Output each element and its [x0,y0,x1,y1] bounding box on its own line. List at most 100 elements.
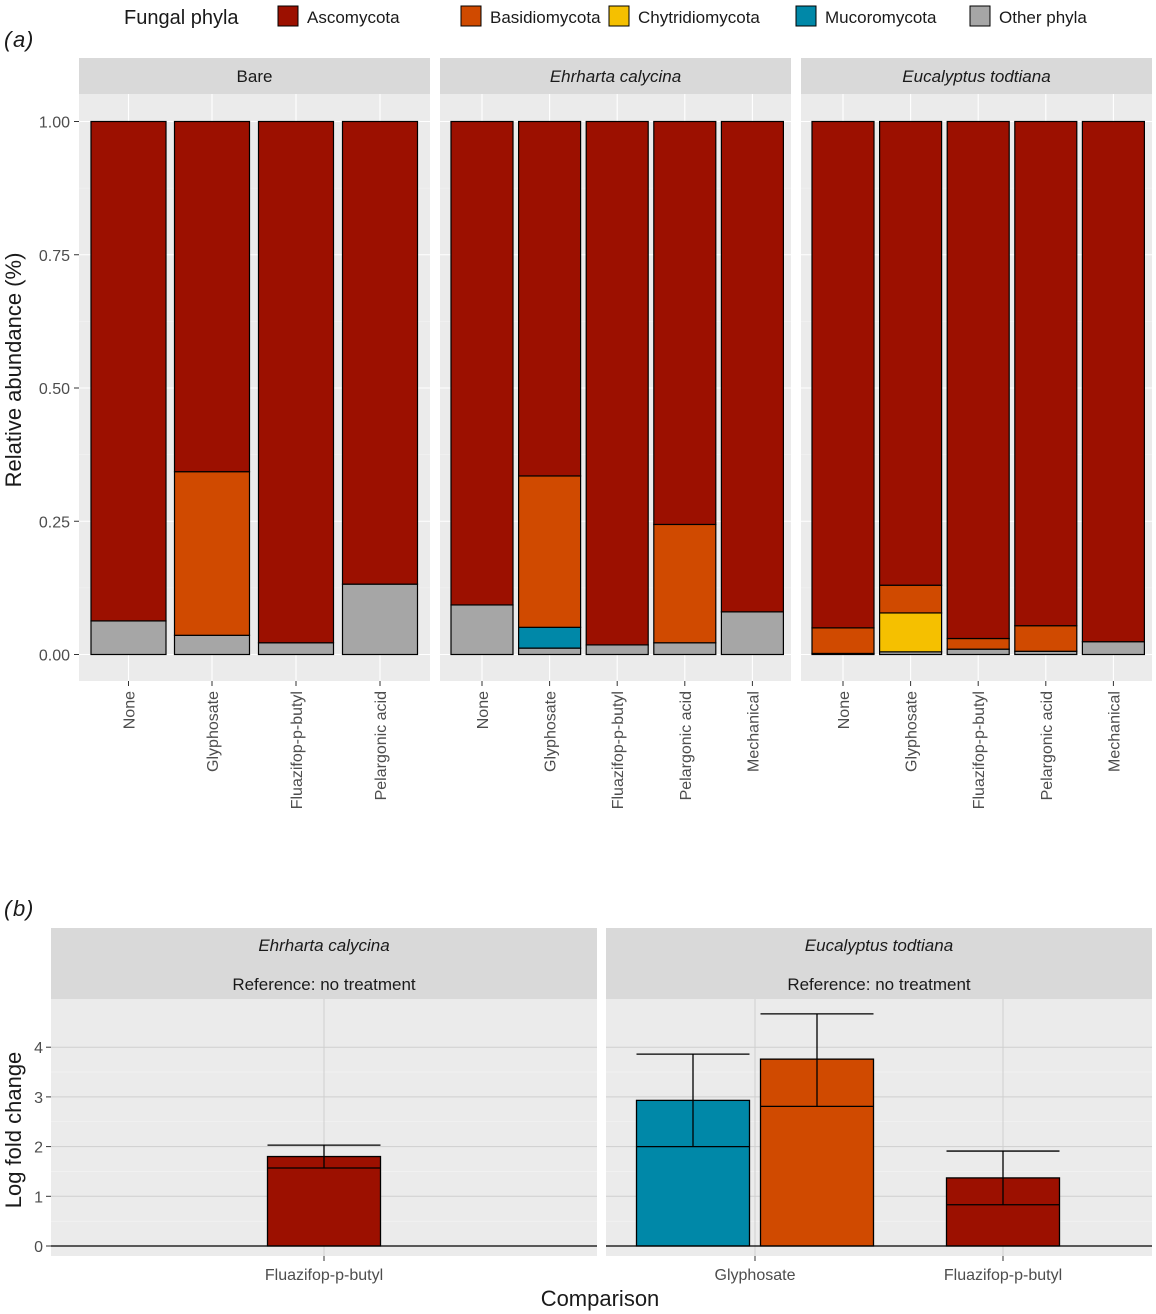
y-tick-label-a: 0.50 [39,381,70,398]
bar-segment-basidiomycota [946,637,1010,650]
bar-segment-other-phyla [517,647,582,656]
facet-strip-a [440,58,791,94]
panel-a-ylabel: Relative abundance (%) [1,253,26,488]
x-tick-label-a-pelargonic-acid: Pelargonic acid [373,691,390,800]
bar-segment-ascomycota [1014,120,1078,627]
panel-a-y-axis: 0.00 0.25 0.50 0.75 1.00 [39,115,79,665]
bar-segment-ascomycota [450,120,514,606]
bar-segment-basidiomycota [1014,625,1078,652]
bar-segment-other-phyla [257,642,335,656]
legend: Fungal phyla Ascomycota Basidiomycota Chyt… [124,5,1087,29]
lfc-bar-ascomycota [266,1155,382,1247]
facet-strip-b [51,928,597,999]
x-tick-label-a-fluazifop-p-butyl: Fluazifop-p-butyl [971,691,988,809]
legend-swatch-ascomycota [277,5,299,27]
panel-b-xlabel: Comparison [541,1286,660,1311]
bar-segment-other-phyla [585,644,649,656]
facet-strip-b [606,928,1152,999]
facet-title-b-ehrharta-calycina: Ehrharta calycina [258,936,389,955]
y-tick-label-b: 2 [34,1140,43,1157]
x-tick-label-a-fluazifop-p-butyl: Fluazifop-p-butyl [610,691,627,809]
x-tick-label-b-glyphosate: Glyphosate [715,1267,796,1284]
x-tick-label-a-none: None [475,691,492,729]
bar-segment-ascomycota [90,120,167,622]
panel-a-tag-open: ( [4,27,14,52]
bar-segment-ascomycota [517,120,582,477]
panel-a-facets: Bare None Glyphosate Fluazifop-p-butyl Pelar… [79,58,1152,809]
legend-swatch-mucoromycota [795,5,817,27]
bar-segment-ascomycota [585,120,649,646]
bar-segment-basidiomycota [173,471,251,636]
panel-b-tag: b [13,896,25,921]
bar-segment-ascomycota [341,120,419,585]
bar-segment-other-phyla [720,611,785,656]
x-tick-label-a-glyphosate: Glyphosate [543,691,560,772]
facet-strip-a [79,58,430,94]
bar-segment-other-phyla [1081,641,1146,656]
y-tick-label-b: 4 [34,1040,43,1057]
x-tick-label-a-none: None [836,691,853,729]
legend-swatch-chytridiomycota [608,5,630,27]
y-tick-label-b: 0 [34,1239,43,1256]
legend-label-chytridiomycota: Chytridiomycota [638,8,760,27]
bar-segment-other-phyla [946,648,1010,656]
y-tick-label-b: 1 [34,1189,43,1206]
x-tick-label-a-mechanical: Mechanical [1106,691,1123,772]
legend-swatch-other-phyla [969,5,991,27]
y-tick-label-a: 0.75 [39,248,70,265]
y-tick-label-a: 0.00 [39,648,70,665]
y-tick-label-a: 0.25 [39,514,70,531]
x-tick-label-a-pelargonic-acid: Pelargonic acid [1039,691,1056,800]
x-tick-label-a-pelargonic-acid: Pelargonic acid [678,691,695,800]
panel-b-ylabel: Log fold change [1,1052,26,1209]
legend-label-ascomycota: Ascomycota [307,8,400,27]
y-tick-label-a: 1.00 [39,115,70,132]
legend-label-mucoromycota: Mucoromycota [825,8,937,27]
facet-title-a-bare: Bare [237,67,273,86]
facet-strip-a [801,58,1152,94]
panel-b-tag-open: ( [4,896,14,921]
bar-segment-other-phyla [341,583,419,656]
bar-segment-other-phyla [653,642,717,656]
bar-segment-ascomycota [946,120,1010,640]
bar-segment-other-phyla [450,604,514,656]
bar-segment-ascomycota [811,120,875,629]
y-tick-label-b: 3 [34,1090,43,1107]
bar-segment-basidiomycota [878,584,943,614]
legend-title: Fungal phyla [124,7,239,29]
facet-reference-label-b: Reference: no treatment [787,975,971,994]
bar-segment-ascomycota [653,120,717,526]
bar-segment-ascomycota [1081,120,1146,643]
facet-a-ehrharta-calycina: Ehrharta calycina None Glyphosate Fluazifop… [440,58,791,809]
facet-reference-label-b: Reference: no treatment [232,975,416,994]
panel-a-tag-close: ) [23,27,33,52]
facet-b-eucalyptus-todtiana: Eucalyptus todtiana Reference: no treatme… [606,928,1152,1284]
bar-segment-mucoromycota [517,626,582,649]
legend-label-other-phyla: Other phyla [999,8,1087,27]
panel-b-y-axis: 0 1 2 3 4 [34,1040,51,1256]
x-tick-label-a-glyphosate: Glyphosate [205,691,222,772]
bar-segment-ascomycota [878,120,943,586]
panel-b: ( b ) Log fold change Comparison 0 1 2 3 4 E… [1,896,1152,1311]
bar-segment-other-phyla [173,634,251,656]
legend-label-basidiomycota: Basidiomycota [490,8,601,27]
bar-segment-chytridiomycota [878,612,943,653]
x-tick-label-a-mechanical: Mechanical [745,691,762,772]
facet-title-b-eucalyptus-todtiana: Eucalyptus todtiana [805,936,953,955]
x-tick-label-a-fluazifop-p-butyl: Fluazifop-p-butyl [289,691,306,809]
facet-a-bare: Bare None Glyphosate Fluazifop-p-butyl Pelar… [79,58,430,809]
x-tick-label-a-glyphosate: Glyphosate [904,691,921,772]
legend-swatch-basidiomycota [460,5,482,27]
bar-segment-ascomycota [173,120,251,473]
panel-b-tag-close: ) [23,896,33,921]
bar-segment-basidiomycota [517,475,582,628]
panel-a: ( a ) Relative abundance (%) 0.00 0.25 0.5… [1,27,1152,809]
x-tick-label-b-fluazifop-p-butyl: Fluazifop-p-butyl [265,1267,383,1284]
panel-a-tag: a [13,27,25,52]
bar-segment-basidiomycota [653,523,717,644]
facet-a-eucalyptus-todtiana: Eucalyptus todtiana None Glyphosate Fluazif… [801,58,1152,809]
facet-b-ehrharta-calycina: Ehrharta calycina Reference: no treatment… [51,928,597,1284]
panel-b-facets: Ehrharta calycina Reference: no treatment… [51,928,1152,1284]
bar-segment-ascomycota [720,120,785,613]
